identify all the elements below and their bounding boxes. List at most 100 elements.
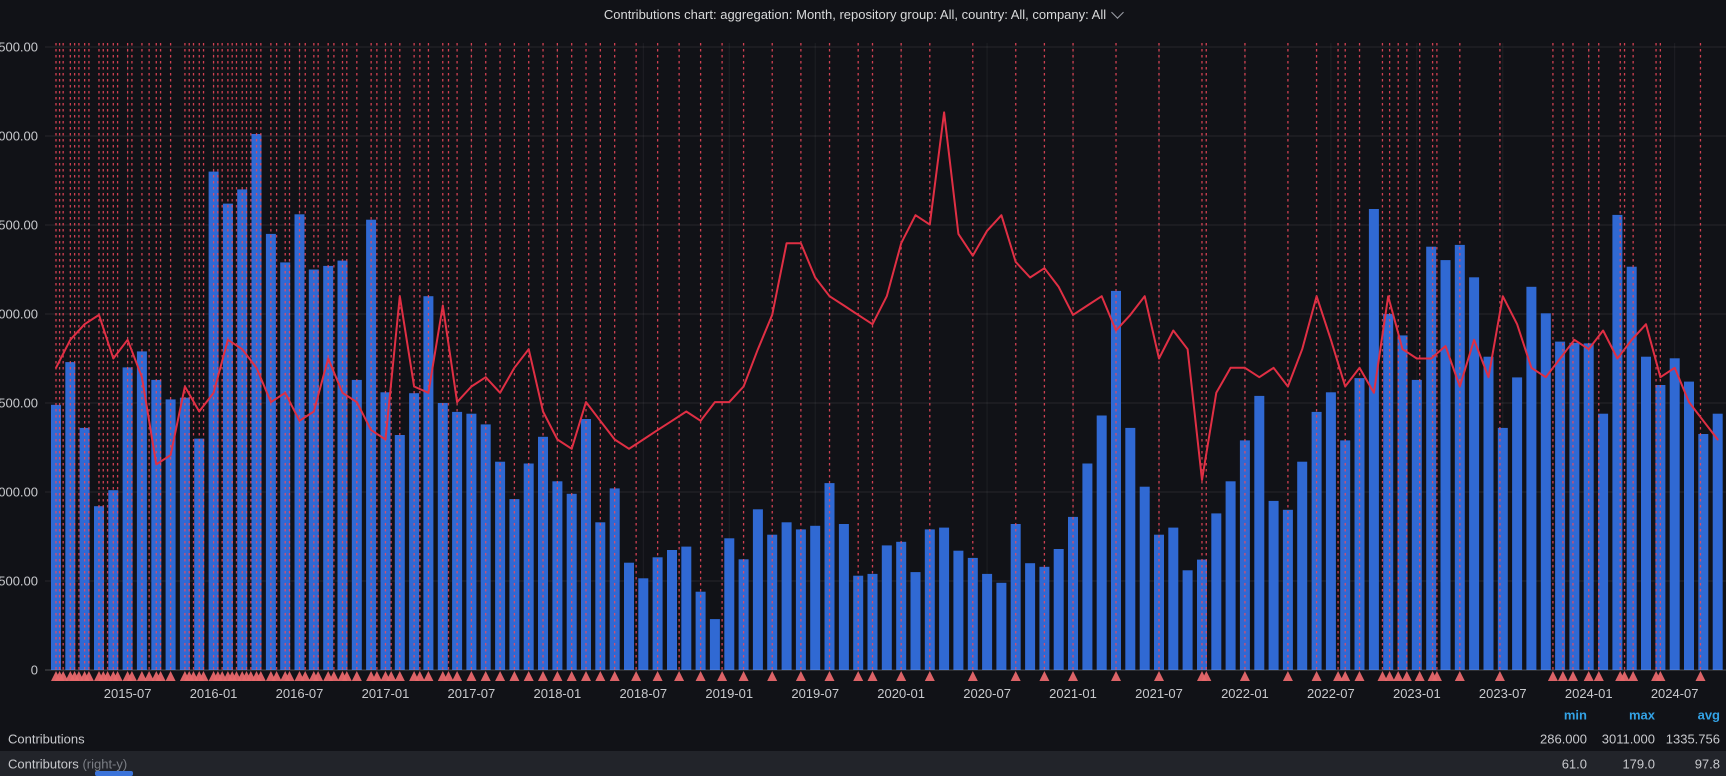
- contributions-bar[interactable]: [1411, 379, 1422, 670]
- annotation-marker-icon[interactable]: [1414, 671, 1425, 681]
- annotation-marker-icon[interactable]: [1568, 671, 1578, 681]
- legend-label-contributions[interactable]: Contributions: [8, 731, 85, 746]
- contributions-bar[interactable]: [724, 538, 735, 670]
- contributions-bar[interactable]: [1125, 427, 1136, 670]
- contributions-bar[interactable]: [752, 509, 763, 670]
- contributions-bar[interactable]: [165, 399, 176, 670]
- contributions-bar[interactable]: [1641, 356, 1651, 670]
- contributors-line[interactable]: [55, 111, 1719, 481]
- annotation-marker-icon[interactable]: [1384, 671, 1395, 681]
- annotation-marker-icon[interactable]: [552, 671, 563, 681]
- annotation-marker-icon[interactable]: [896, 671, 907, 681]
- annotation-marker-icon[interactable]: [371, 671, 382, 681]
- contributions-bar[interactable]: [1655, 385, 1666, 670]
- contributions-bar[interactable]: [638, 578, 649, 670]
- annotation-marker-icon[interactable]: [609, 671, 620, 681]
- contributions-bar[interactable]: [867, 573, 878, 670]
- annotation-marker-icon[interactable]: [58, 671, 69, 681]
- annotation-marker-icon[interactable]: [452, 671, 463, 681]
- contributions-bar[interactable]: [1254, 395, 1265, 670]
- annotation-marker-icon[interactable]: [255, 671, 266, 681]
- annotation-marker-icon[interactable]: [1557, 671, 1568, 681]
- contributions-bar[interactable]: [1383, 314, 1394, 670]
- contributions-bar[interactable]: [1540, 313, 1551, 670]
- contributions-bar[interactable]: [1569, 342, 1580, 670]
- contributions-bar[interactable]: [924, 529, 935, 670]
- annotation-marker-icon[interactable]: [1655, 671, 1666, 681]
- contributions-bar[interactable]: [94, 506, 104, 670]
- annotation-marker-icon[interactable]: [523, 671, 534, 681]
- annotation-marker-icon[interactable]: [423, 671, 434, 681]
- legend-col-max[interactable]: max: [1628, 707, 1655, 722]
- contributions-bar[interactable]: [810, 525, 821, 670]
- contributions-bar[interactable]: [208, 171, 219, 670]
- annotation-marker-icon[interactable]: [328, 671, 339, 681]
- contributions-bar[interactable]: [552, 481, 563, 670]
- contributions-bar[interactable]: [881, 545, 892, 670]
- contributions-bar[interactable]: [65, 362, 76, 670]
- legend-scrollbar-thumb[interactable]: [95, 771, 133, 776]
- annotation-marker-icon[interactable]: [1354, 671, 1365, 681]
- contributions-bar[interactable]: [566, 493, 577, 670]
- annotation-marker-icon[interactable]: [144, 671, 155, 681]
- contributions-bar[interactable]: [709, 619, 720, 670]
- contributions-bar[interactable]: [409, 393, 420, 670]
- annotation-marker-icon[interactable]: [1547, 671, 1558, 681]
- contributions-bar[interactable]: [394, 435, 405, 670]
- contributions-bar[interactable]: [1053, 549, 1064, 670]
- annotation-marker-icon[interactable]: [566, 671, 577, 681]
- legend-label-contributors[interactable]: Contributors (right-y): [8, 756, 127, 771]
- contributions-bar[interactable]: [366, 219, 377, 670]
- contributions-bar[interactable]: [1068, 516, 1078, 670]
- contributions-bar[interactable]: [1684, 381, 1694, 670]
- annotation-marker-icon[interactable]: [767, 671, 778, 681]
- annotation-marker-icon[interactable]: [1154, 671, 1164, 681]
- contributions-bar[interactable]: [1168, 527, 1179, 670]
- contributions-bar[interactable]: [896, 541, 907, 670]
- contributions-bar[interactable]: [1669, 358, 1680, 670]
- annotation-marker-icon[interactable]: [1239, 671, 1250, 681]
- contributions-bar[interactable]: [667, 550, 677, 670]
- contributions-bar[interactable]: [695, 591, 706, 670]
- annotation-marker-icon[interactable]: [1695, 671, 1706, 681]
- contributions-bar[interactable]: [452, 411, 463, 670]
- annotation-marker-icon[interactable]: [284, 671, 295, 681]
- contributions-bar[interactable]: [1268, 500, 1279, 670]
- contributions-bar[interactable]: [910, 572, 921, 670]
- contributions-bar[interactable]: [982, 573, 993, 670]
- contributions-bar[interactable]: [1512, 377, 1523, 670]
- contributions-bar[interactable]: [1225, 481, 1236, 670]
- contributions-bar[interactable]: [1039, 566, 1050, 670]
- annotation-marker-icon[interactable]: [652, 671, 663, 681]
- annotation-marker-icon[interactable]: [1068, 671, 1078, 681]
- annotation-marker-icon[interactable]: [1282, 671, 1293, 681]
- annotation-marker-icon[interactable]: [924, 671, 935, 681]
- contributions-bar[interactable]: [1082, 463, 1093, 671]
- contributions-bar[interactable]: [581, 419, 591, 670]
- annotation-marker-icon[interactable]: [495, 671, 506, 681]
- contributions-bar[interactable]: [824, 483, 835, 670]
- contributions-bar[interactable]: [1469, 277, 1480, 670]
- contributions-bar[interactable]: [294, 214, 305, 671]
- annotation-marker-icon[interactable]: [313, 671, 324, 681]
- contributions-bar[interactable]: [1526, 286, 1537, 670]
- contributions-bar[interactable]: [1297, 461, 1308, 670]
- contributions-bar[interactable]: [222, 203, 233, 670]
- contributions-bar[interactable]: [624, 562, 634, 670]
- contributions-bar[interactable]: [1612, 214, 1623, 670]
- contributions-bar[interactable]: [1555, 341, 1566, 670]
- contributions-bar[interactable]: [1211, 513, 1222, 670]
- annotation-marker-icon[interactable]: [414, 671, 425, 681]
- annotation-marker-icon[interactable]: [631, 671, 642, 681]
- annotation-marker-icon[interactable]: [867, 671, 878, 681]
- contributions-bar[interactable]: [996, 582, 1007, 670]
- contributions-bar[interactable]: [179, 397, 190, 670]
- annotation-marker-icon[interactable]: [853, 671, 864, 681]
- annotation-marker-icon[interactable]: [394, 671, 405, 681]
- annotation-marker-icon[interactable]: [1377, 671, 1388, 681]
- annotation-marker-icon[interactable]: [695, 671, 706, 681]
- annotation-marker-icon[interactable]: [480, 671, 491, 681]
- contributions-bar[interactable]: [1497, 427, 1508, 670]
- contributions-bar[interactable]: [1311, 411, 1322, 670]
- legend-col-min[interactable]: min: [1563, 707, 1587, 722]
